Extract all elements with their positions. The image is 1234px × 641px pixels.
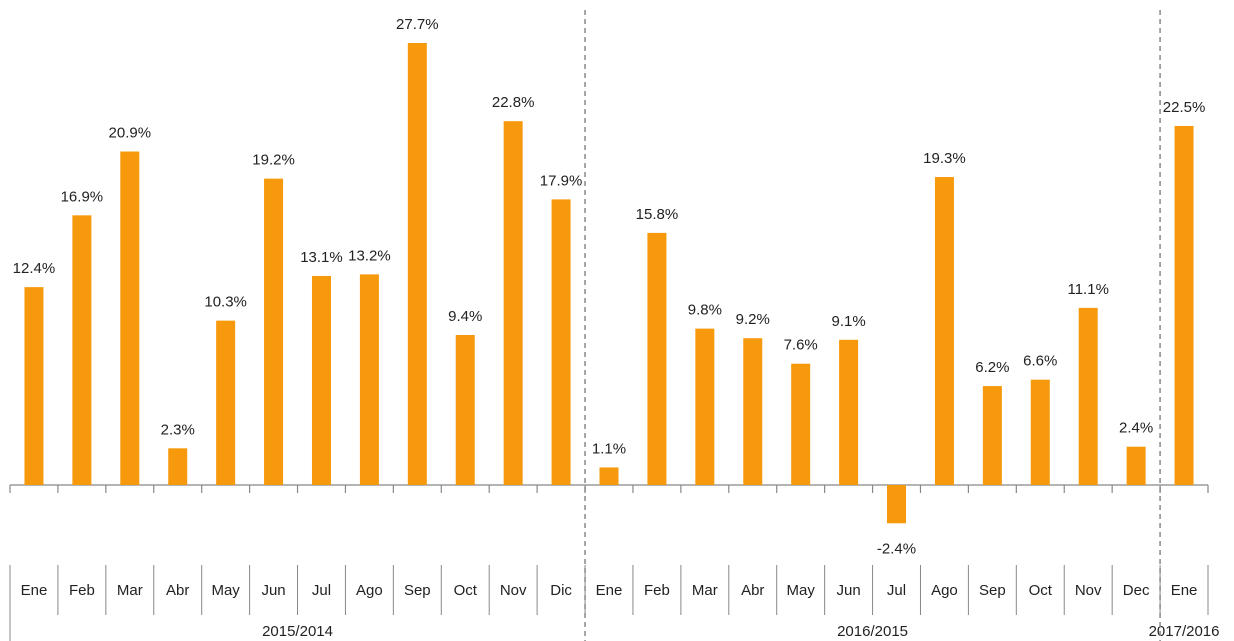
x-tick-label: Abr — [166, 582, 189, 599]
x-tick-label: Dec — [1123, 582, 1150, 599]
data-label: 11.1% — [1067, 281, 1108, 298]
group-label: 2015/2014 — [262, 623, 333, 640]
x-tick-label: Mar — [692, 582, 718, 599]
bar — [887, 485, 907, 524]
bar — [599, 467, 619, 485]
bar — [1030, 379, 1050, 485]
x-tick-label: Jul — [887, 582, 906, 599]
bar — [72, 215, 92, 485]
x-tick-label: Mar — [117, 582, 143, 599]
bar — [1078, 307, 1098, 485]
data-label: 6.6% — [1023, 353, 1057, 370]
bar — [1126, 446, 1146, 485]
x-tick-label: Abr — [741, 582, 764, 599]
data-label: 22.5% — [1163, 99, 1206, 116]
data-label: 19.2% — [252, 152, 295, 169]
bar — [934, 177, 954, 485]
x-tick-label: Ene — [1171, 582, 1198, 599]
x-tick-label: Jun — [261, 582, 285, 599]
data-label: 13.1% — [300, 249, 343, 266]
data-label: 9.4% — [448, 308, 482, 325]
bar — [311, 275, 331, 485]
data-label: 20.9% — [109, 124, 152, 141]
x-tick-label: Nov — [500, 582, 527, 599]
x-tick-label: Feb — [644, 582, 670, 599]
x-tick-label: Feb — [69, 582, 95, 599]
data-label: 2.3% — [161, 421, 195, 438]
group-label: 2016/2015 — [837, 623, 908, 640]
x-tick-label: May — [211, 582, 240, 599]
data-label: 1.1% — [592, 440, 626, 457]
bar — [695, 328, 715, 485]
data-label: 15.8% — [636, 206, 679, 223]
bar — [407, 43, 427, 485]
bar — [743, 338, 763, 485]
x-tick-label: Sep — [404, 582, 431, 599]
bar — [1174, 125, 1194, 485]
bar — [216, 320, 236, 485]
data-label: 2.4% — [1119, 420, 1153, 437]
bar — [455, 335, 475, 485]
bar — [120, 151, 140, 485]
data-label: 6.2% — [975, 359, 1009, 376]
data-label: 9.1% — [831, 313, 865, 330]
x-tick-label: Ago — [356, 582, 383, 599]
x-tick-label: Oct — [1029, 582, 1053, 599]
bar — [168, 448, 188, 485]
x-tick-label: Nov — [1075, 582, 1102, 599]
data-label: 17.9% — [540, 172, 583, 189]
bar — [24, 287, 44, 485]
bar — [647, 232, 667, 485]
x-tick-label: Dic — [550, 582, 572, 599]
data-label: 7.6% — [784, 337, 818, 354]
x-tick-label: Sep — [979, 582, 1006, 599]
x-tick-label: Jun — [837, 582, 861, 599]
group-label: 2017/2016 — [1149, 623, 1220, 640]
bar — [982, 386, 1002, 485]
data-label: 19.3% — [923, 150, 966, 167]
data-label: 16.9% — [61, 188, 104, 205]
data-label: 12.4% — [13, 260, 56, 277]
data-label: 22.8% — [492, 94, 535, 111]
data-label: 9.2% — [736, 311, 770, 328]
x-tick-label: Oct — [454, 582, 478, 599]
data-label: 9.8% — [688, 302, 722, 319]
bar — [791, 363, 811, 485]
bar — [264, 178, 284, 485]
bar — [839, 339, 859, 485]
bar — [551, 199, 571, 485]
x-tick-label: Ago — [931, 582, 958, 599]
data-label: 13.2% — [348, 247, 391, 264]
x-tick-label: Ene — [596, 582, 623, 599]
x-tick-label: May — [787, 582, 816, 599]
bar — [359, 274, 379, 485]
data-label: 27.7% — [396, 16, 439, 33]
x-tick-label: Ene — [21, 582, 48, 599]
x-tick-label: Jul — [312, 582, 331, 599]
data-label: -2.4% — [877, 540, 916, 557]
data-label: 10.3% — [204, 294, 247, 311]
bar — [503, 121, 523, 485]
